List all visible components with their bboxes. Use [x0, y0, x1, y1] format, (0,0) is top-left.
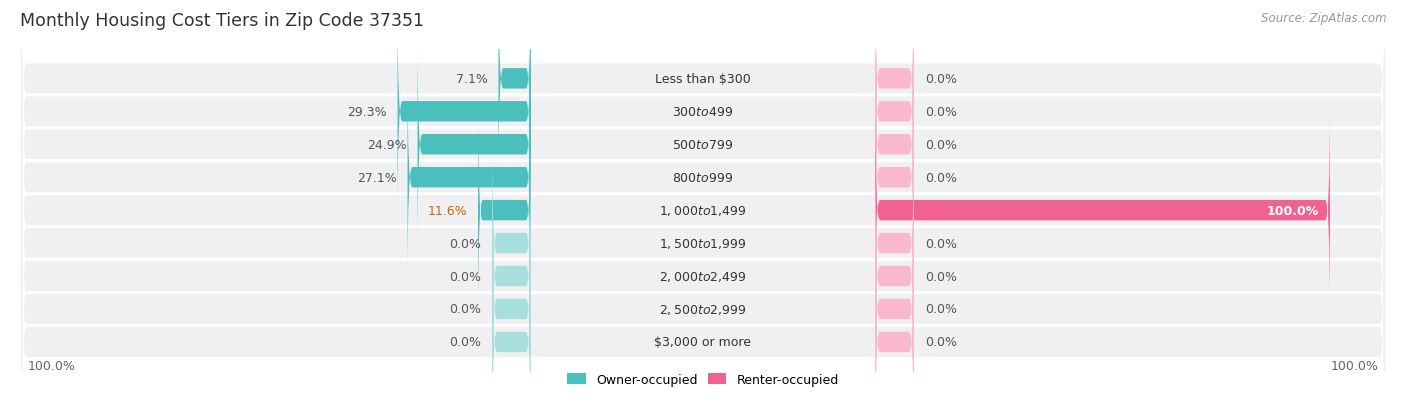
FancyBboxPatch shape	[876, 139, 914, 348]
FancyBboxPatch shape	[492, 171, 531, 381]
Text: 0.0%: 0.0%	[925, 303, 957, 316]
Text: 7.1%: 7.1%	[456, 73, 488, 85]
FancyBboxPatch shape	[876, 106, 1330, 316]
FancyBboxPatch shape	[876, 7, 914, 217]
Text: 0.0%: 0.0%	[449, 336, 481, 349]
FancyBboxPatch shape	[21, 0, 1385, 196]
Text: 0.0%: 0.0%	[925, 237, 957, 250]
FancyBboxPatch shape	[21, 160, 1385, 393]
FancyBboxPatch shape	[21, 61, 1385, 294]
Text: $1,000 to $1,499: $1,000 to $1,499	[659, 204, 747, 218]
FancyBboxPatch shape	[21, 127, 1385, 360]
Text: Monthly Housing Cost Tiers in Zip Code 37351: Monthly Housing Cost Tiers in Zip Code 3…	[20, 12, 423, 30]
Text: 100.0%: 100.0%	[1330, 359, 1378, 372]
Text: 29.3%: 29.3%	[347, 106, 387, 119]
Text: $1,500 to $1,999: $1,500 to $1,999	[659, 237, 747, 251]
Text: $500 to $799: $500 to $799	[672, 138, 734, 152]
Text: $2,000 to $2,499: $2,000 to $2,499	[659, 269, 747, 283]
FancyBboxPatch shape	[478, 106, 531, 316]
FancyBboxPatch shape	[398, 7, 531, 217]
FancyBboxPatch shape	[492, 139, 531, 348]
FancyBboxPatch shape	[876, 40, 914, 250]
FancyBboxPatch shape	[876, 237, 914, 413]
FancyBboxPatch shape	[21, 192, 1385, 413]
Text: 0.0%: 0.0%	[925, 138, 957, 152]
FancyBboxPatch shape	[21, 28, 1385, 261]
FancyBboxPatch shape	[408, 73, 531, 282]
FancyBboxPatch shape	[499, 0, 531, 184]
FancyBboxPatch shape	[876, 171, 914, 381]
Text: 100.0%: 100.0%	[28, 359, 76, 372]
Text: 0.0%: 0.0%	[449, 303, 481, 316]
Text: $2,500 to $2,999: $2,500 to $2,999	[659, 302, 747, 316]
Text: $300 to $499: $300 to $499	[672, 106, 734, 119]
Text: 0.0%: 0.0%	[925, 73, 957, 85]
FancyBboxPatch shape	[21, 94, 1385, 328]
Text: 0.0%: 0.0%	[925, 106, 957, 119]
FancyBboxPatch shape	[418, 40, 531, 250]
Text: Less than $300: Less than $300	[655, 73, 751, 85]
Text: 100.0%: 100.0%	[1267, 204, 1319, 217]
FancyBboxPatch shape	[876, 204, 914, 413]
Text: 27.1%: 27.1%	[357, 171, 396, 184]
FancyBboxPatch shape	[876, 0, 914, 184]
Text: 0.0%: 0.0%	[449, 237, 481, 250]
Text: Source: ZipAtlas.com: Source: ZipAtlas.com	[1261, 12, 1386, 25]
Text: 0.0%: 0.0%	[449, 270, 481, 283]
FancyBboxPatch shape	[492, 237, 531, 413]
Legend: Owner-occupied, Renter-occupied: Owner-occupied, Renter-occupied	[562, 368, 844, 391]
FancyBboxPatch shape	[876, 73, 914, 282]
FancyBboxPatch shape	[21, 0, 1385, 229]
Text: 24.9%: 24.9%	[367, 138, 406, 152]
Text: 0.0%: 0.0%	[925, 336, 957, 349]
Text: $800 to $999: $800 to $999	[672, 171, 734, 184]
Text: 0.0%: 0.0%	[925, 171, 957, 184]
Text: $3,000 or more: $3,000 or more	[655, 336, 751, 349]
Text: 11.6%: 11.6%	[427, 204, 467, 217]
FancyBboxPatch shape	[21, 225, 1385, 413]
FancyBboxPatch shape	[492, 204, 531, 413]
Text: 0.0%: 0.0%	[925, 270, 957, 283]
